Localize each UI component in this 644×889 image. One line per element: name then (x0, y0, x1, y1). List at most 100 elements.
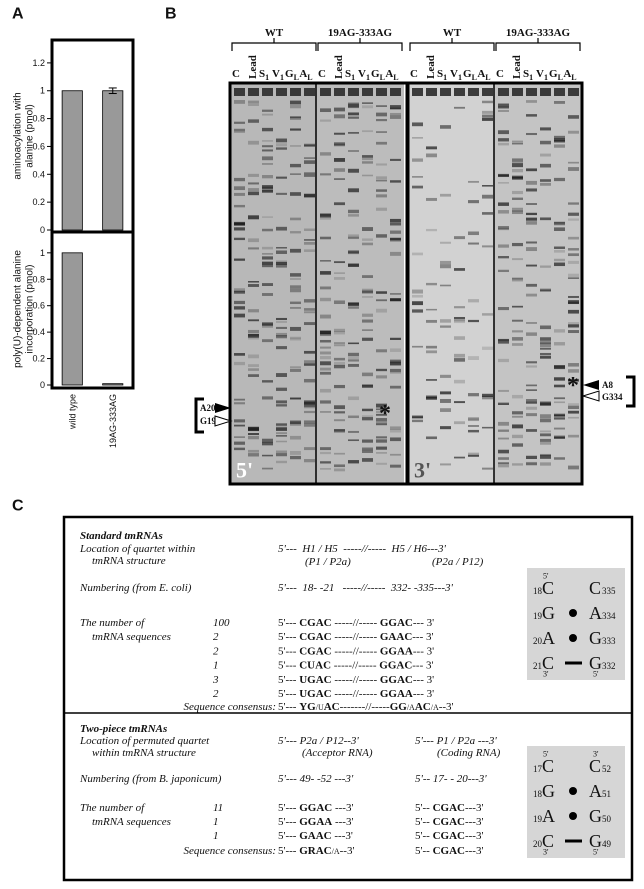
gel-well (304, 88, 315, 96)
gel-band (276, 404, 287, 407)
sequence-part: --- 3' (412, 660, 433, 672)
gel-band (412, 416, 423, 419)
gel-band (276, 335, 287, 339)
gel-band (390, 222, 401, 226)
gel-band (482, 313, 493, 316)
gel-band (348, 188, 359, 193)
gel-band (426, 228, 437, 232)
table-text: tmRNA structure (92, 555, 166, 567)
panel-label: B (165, 6, 177, 23)
gel-band (362, 447, 373, 451)
gel-band (334, 405, 345, 410)
gel-band (512, 424, 523, 429)
gel-band (390, 337, 401, 340)
gel-band (554, 412, 565, 417)
gel-band (440, 426, 451, 430)
gel-band (512, 411, 523, 415)
table-text: 100 (213, 617, 230, 629)
gel-band (440, 391, 451, 395)
gel-well (440, 88, 451, 96)
gel-band (454, 336, 465, 340)
gel-band (568, 253, 579, 257)
gel-band (334, 468, 345, 472)
gel-band (234, 100, 245, 104)
gel-band (248, 119, 259, 123)
table-text: 5'--- 18- -21 -----//----- 332- -335---3… (278, 582, 453, 594)
gel-band (526, 429, 537, 432)
gel-band (276, 460, 287, 464)
gel-band (276, 250, 287, 254)
gel-band (554, 258, 565, 262)
gel-band (526, 100, 537, 103)
gel-well (512, 88, 523, 96)
gel-band (262, 216, 273, 218)
table-text: Sequence consensus: (183, 845, 276, 857)
group-label: WT (443, 27, 462, 39)
gel-band (362, 227, 373, 231)
gel-band (482, 395, 493, 400)
gel-band (304, 242, 315, 245)
gel-band (390, 371, 401, 374)
gel-band (390, 359, 401, 363)
asterisk: * (379, 401, 391, 427)
gel-band (412, 345, 423, 348)
lane-label: GL (285, 68, 299, 82)
gel-band (568, 273, 579, 278)
lane-label-main: S (345, 68, 351, 80)
lane-label-main: A (563, 68, 571, 80)
lane-label-sub: L (472, 73, 477, 82)
bar (102, 383, 124, 386)
sequence-part: 5'--- (278, 631, 299, 643)
table-text: 2 (213, 688, 219, 700)
gel-band (348, 363, 359, 367)
gel-band (234, 313, 245, 318)
gel-band (320, 236, 331, 240)
gel-band (412, 415, 423, 418)
gel-band (234, 192, 245, 196)
gel-band (304, 194, 315, 198)
y-tick-label: 0.6 (32, 301, 45, 311)
gel-band (468, 429, 479, 433)
table-text: 5'--- P1 / P2a ---3' (415, 735, 497, 747)
gel-band (512, 443, 523, 447)
gel-band (498, 402, 509, 405)
gel-band (512, 161, 523, 164)
gel-band (554, 342, 565, 346)
gel-band (376, 105, 387, 107)
gel-band (320, 213, 331, 218)
table-text: (Acceptor RNA) (302, 747, 373, 759)
gel-band (526, 413, 537, 417)
gel-band (512, 211, 523, 215)
gel-band (362, 458, 373, 462)
gel-band (362, 157, 373, 161)
gel-band (426, 153, 437, 158)
asterisk: * (567, 373, 579, 399)
gel-band (348, 430, 359, 433)
gel-band (304, 410, 315, 414)
gel-band (390, 218, 401, 223)
gel-band (512, 277, 523, 282)
gel-band (498, 269, 509, 273)
gel-band (568, 369, 579, 373)
gel-band (290, 421, 301, 426)
gel-band (498, 106, 509, 109)
gel-band (348, 168, 359, 173)
gel-band (320, 119, 331, 122)
table-text: 2 (213, 631, 219, 643)
lane-label: V1 (272, 68, 284, 82)
gel-band (498, 256, 509, 259)
lane-label-sub: 1 (366, 73, 370, 82)
gel-band (276, 373, 287, 377)
gel-band (362, 105, 373, 109)
gel-band (262, 339, 273, 343)
gel-band (320, 361, 331, 366)
gel-band (248, 354, 259, 359)
gel-band (234, 402, 245, 405)
gel-band (390, 453, 401, 456)
lane-label-main: V (272, 68, 280, 80)
site-label: G334 (602, 392, 623, 402)
lane-label-sub: L (485, 73, 490, 82)
quartet-end: 5' (543, 750, 549, 759)
gel-band (276, 226, 287, 231)
gel-band (390, 230, 401, 234)
